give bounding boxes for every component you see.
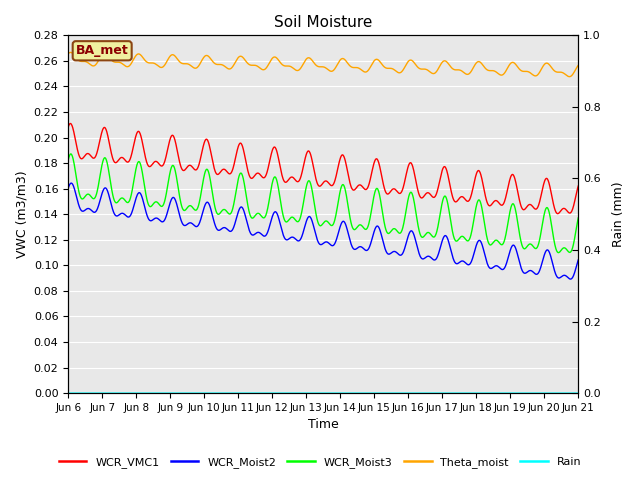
Y-axis label: Rain (mm): Rain (mm)	[612, 181, 625, 247]
Y-axis label: VWC (m3/m3): VWC (m3/m3)	[15, 170, 28, 258]
Text: BA_met: BA_met	[76, 44, 129, 57]
Title: Soil Moisture: Soil Moisture	[274, 15, 372, 30]
Legend: WCR_VMC1, WCR_Moist2, WCR_Moist3, Theta_moist, Rain: WCR_VMC1, WCR_Moist2, WCR_Moist3, Theta_…	[54, 452, 586, 472]
X-axis label: Time: Time	[308, 419, 339, 432]
